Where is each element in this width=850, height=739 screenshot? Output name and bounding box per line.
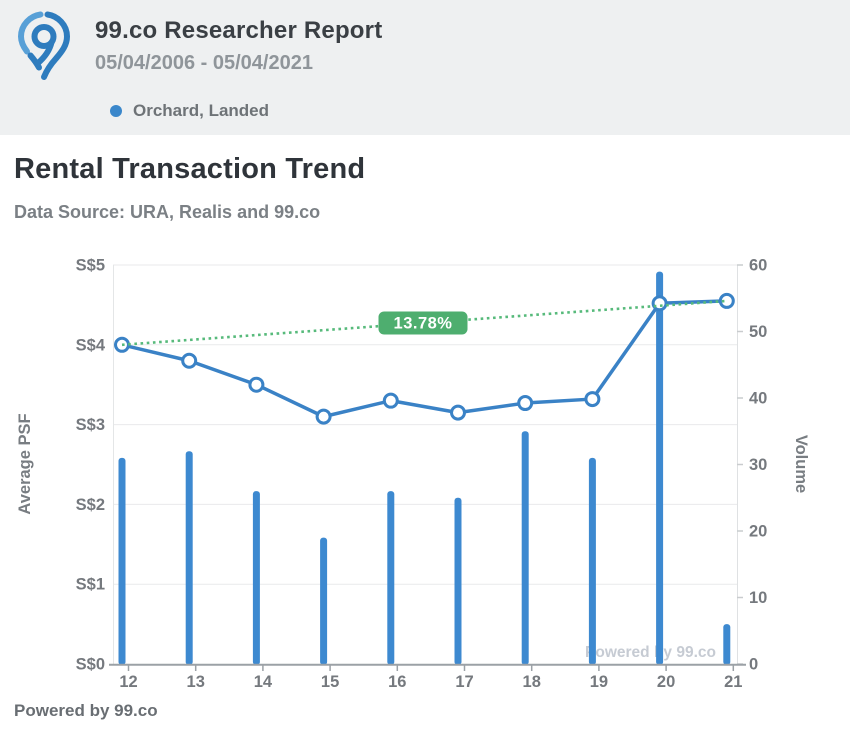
right-axis-tick-label: 40 bbox=[749, 390, 767, 408]
x-axis-tick-label: 19 bbox=[590, 673, 608, 691]
psf-marker[interactable] bbox=[517, 395, 534, 412]
x-axis-tick-label: 20 bbox=[657, 673, 675, 691]
right-axis-tick-label: 30 bbox=[749, 456, 767, 474]
left-axis-tick-label: S$1 bbox=[76, 576, 105, 594]
volume-bar[interactable] bbox=[588, 457, 596, 665]
x-axis-tick-label: 18 bbox=[523, 673, 541, 691]
volume-bar[interactable] bbox=[723, 624, 731, 665]
report-date-range: 05/04/2006 - 05/04/2021 bbox=[95, 52, 313, 74]
volume-bar[interactable] bbox=[185, 451, 193, 665]
volume-bar[interactable] bbox=[521, 431, 529, 665]
x-axis-tick-label: 12 bbox=[119, 673, 137, 691]
99co-logo-icon bbox=[17, 11, 71, 80]
report-header: 99.co Researcher Report 05/04/2006 - 05/… bbox=[0, 0, 850, 135]
left-axis-tick-label: S$5 bbox=[76, 257, 105, 275]
psf-line bbox=[121, 299, 727, 419]
right-axis-tick-label: 60 bbox=[749, 257, 767, 275]
right-axis-title: Volume bbox=[792, 435, 810, 493]
left-axis-title: Average PSF bbox=[16, 413, 34, 514]
chart-legend: Orchard, Landed bbox=[110, 101, 269, 121]
volume-bar[interactable] bbox=[454, 497, 462, 665]
psf-marker[interactable] bbox=[315, 408, 332, 425]
psf-marker[interactable] bbox=[248, 376, 265, 393]
legend-dot-icon bbox=[110, 105, 122, 117]
x-axis-tick-label: 14 bbox=[254, 673, 273, 691]
right-axis-tick-label: 20 bbox=[749, 523, 767, 541]
left-axis-tick-label: S$2 bbox=[76, 496, 105, 514]
chart-watermark: Powered by 99.co bbox=[585, 644, 716, 661]
chart-title: Rental Transaction Trend bbox=[14, 153, 366, 185]
x-axis-tick-label: 17 bbox=[455, 673, 473, 691]
left-axis-tick-label: S$4 bbox=[76, 336, 106, 354]
volume-bar[interactable] bbox=[320, 537, 328, 665]
psf-marker[interactable] bbox=[382, 392, 399, 409]
right-axis-tick-label: 0 bbox=[749, 656, 758, 674]
left-axis-tick-label: S$3 bbox=[76, 416, 105, 434]
right-axis-tick-label: 10 bbox=[749, 589, 767, 607]
left-axis-tick-label: S$0 bbox=[76, 656, 105, 674]
psf-marker[interactable] bbox=[450, 404, 466, 421]
volume-bar[interactable] bbox=[387, 491, 395, 665]
trend-label: 13.78% bbox=[394, 315, 453, 333]
psf-marker[interactable] bbox=[718, 292, 735, 309]
report-title: 99.co Researcher Report bbox=[95, 17, 383, 44]
volume-bar[interactable] bbox=[252, 491, 260, 665]
x-axis-tick-label: 21 bbox=[724, 673, 742, 691]
psf-marker[interactable] bbox=[651, 295, 668, 312]
volume-bar[interactable] bbox=[656, 271, 664, 665]
data-source-subtitle: Data Source: URA, Realis and 99.co bbox=[14, 202, 321, 222]
99co-logo bbox=[16, 10, 72, 83]
volume-bar[interactable] bbox=[118, 457, 126, 665]
powered-by-footer: Powered by 99.co bbox=[14, 701, 158, 720]
legend-label: Orchard, Landed bbox=[133, 101, 270, 120]
psf-marker[interactable] bbox=[584, 391, 601, 408]
trend-line bbox=[121, 299, 727, 347]
x-axis-tick-label: 15 bbox=[321, 673, 339, 691]
x-axis-tick-label: 16 bbox=[388, 673, 406, 691]
x-axis-tick-label: 13 bbox=[187, 673, 205, 691]
psf-marker[interactable] bbox=[181, 352, 198, 369]
right-axis-tick-label: 50 bbox=[749, 323, 767, 341]
trend-label-bg bbox=[378, 311, 468, 335]
